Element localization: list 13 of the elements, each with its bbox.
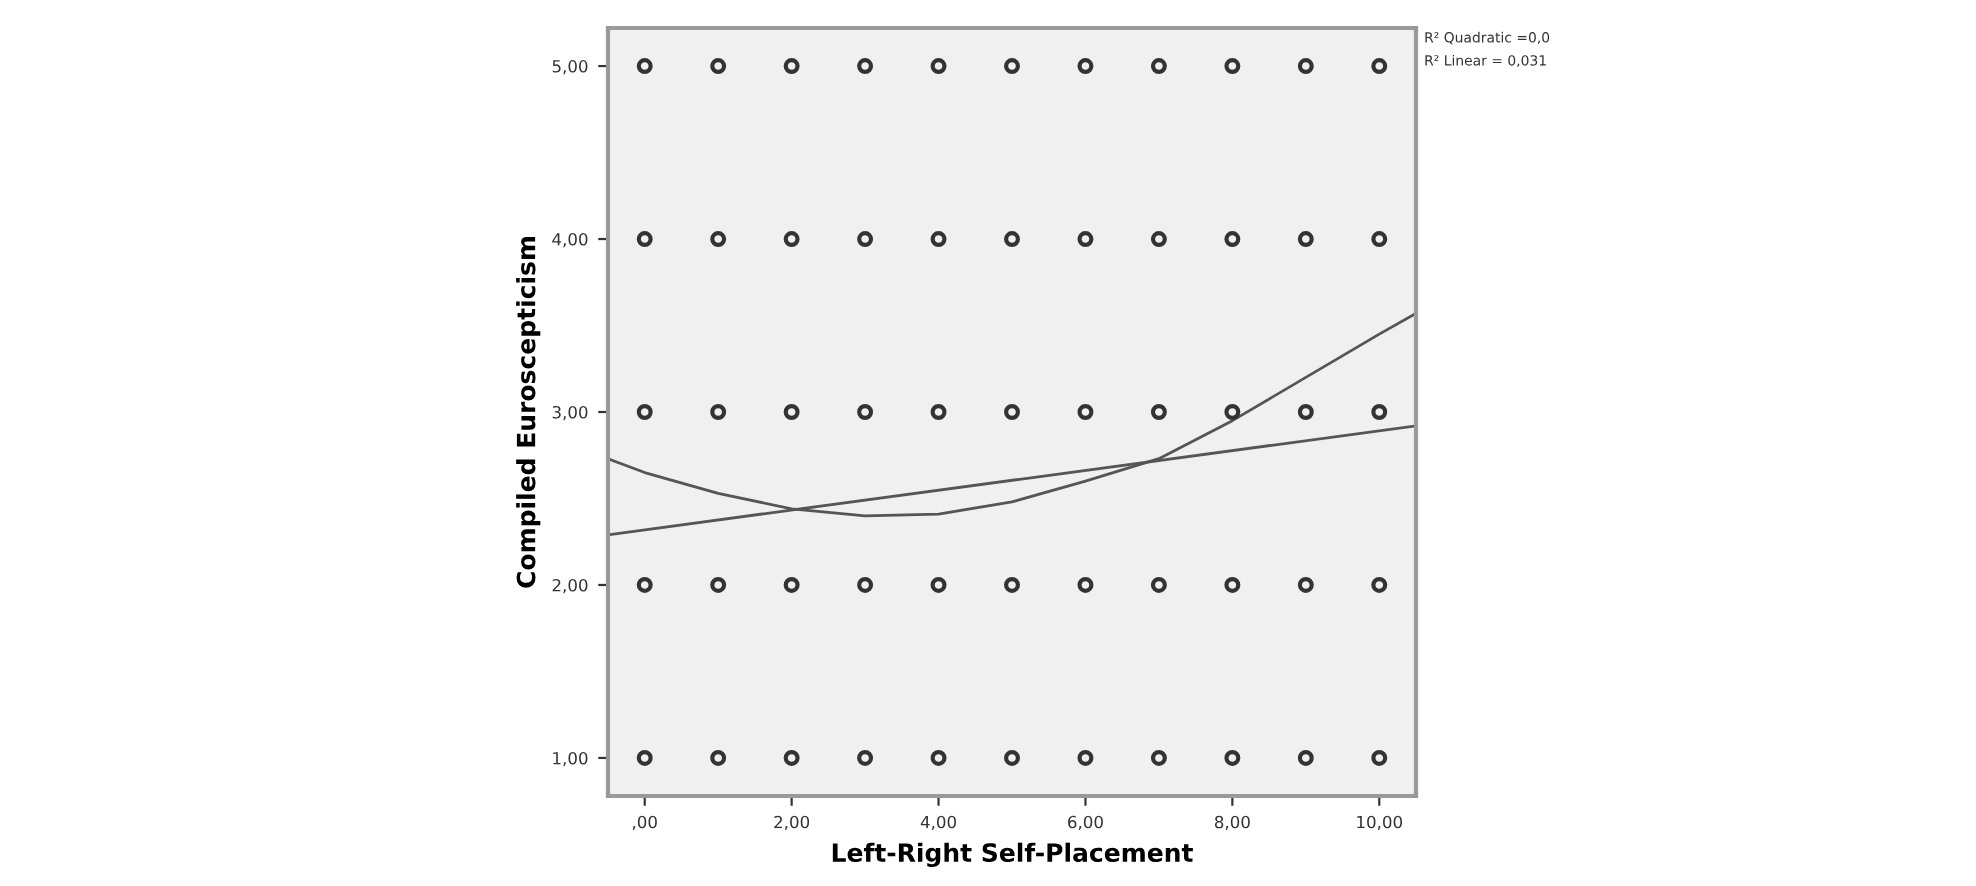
x-tick-label: 2,00	[774, 815, 810, 831]
x-axis-title: Left-Right Self-Placement	[832, 842, 1193, 868]
x-tick-label: 10,00	[1357, 815, 1403, 831]
y-tick-label: 3,00	[552, 405, 588, 421]
y-axis-title: Compiled Euroscepticism	[516, 237, 541, 588]
y-tick-label: 1,00	[553, 751, 588, 767]
x-tick-label: ,00	[632, 815, 657, 831]
y-tick-label: 5,00	[552, 60, 588, 75]
x-tick-label: 8,00	[1214, 815, 1250, 831]
x-tick-label: 4,00	[920, 815, 956, 831]
y-tick-label: 4,00	[552, 232, 588, 248]
x-tick-label: 6,00	[1068, 815, 1103, 831]
y-tick-label: 2,00	[552, 578, 588, 594]
